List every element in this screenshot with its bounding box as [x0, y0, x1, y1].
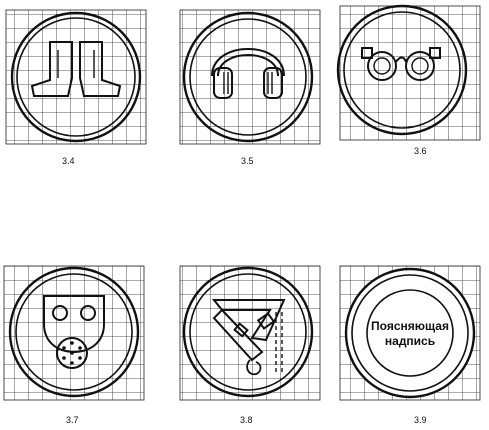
grid-3-7	[3, 265, 145, 401]
ear-protectors-icon	[211, 48, 285, 99]
inner-ring-3-5	[189, 18, 307, 136]
outer-ring-3-6	[336, 4, 468, 136]
boots-icon	[30, 41, 122, 97]
caption-3-5: 3.5	[241, 156, 254, 166]
grid-3-6	[339, 5, 481, 141]
sign-3-6	[336, 4, 481, 141]
caption-3-7: 3.7	[66, 415, 79, 425]
sign-3-4	[5, 9, 147, 145]
inscription-ring-3-9	[366, 289, 454, 377]
caption-3-4: 3.4	[62, 156, 75, 166]
caption-3-6: 3.6	[414, 146, 427, 156]
outer-ring-3-5	[182, 11, 314, 143]
safety-goggles-icon	[361, 47, 441, 81]
outer-ring-3-4	[10, 11, 142, 143]
safety-belt-icon	[211, 299, 286, 376]
inner-ring-3-7	[15, 273, 133, 391]
sign-3-8	[179, 265, 321, 401]
grid-3-8	[179, 265, 321, 401]
gas-mask-icon	[43, 295, 105, 369]
inscription-line-1: Поясняющая	[371, 319, 449, 333]
sign-3-7	[3, 265, 145, 401]
sign-3-9: Поясняющая надпись	[339, 265, 481, 401]
sign-3-5	[179, 9, 321, 145]
caption-3-9: 3.9	[414, 415, 427, 425]
inner-ring-3-8	[189, 273, 307, 391]
outer-ring-3-7	[8, 266, 140, 398]
grid-3-4	[5, 9, 147, 145]
inscription-line-2: надпись	[385, 334, 435, 348]
caption-3-8: 3.8	[240, 415, 253, 425]
inner-ring-3-6	[343, 11, 461, 129]
grid-3-5	[179, 9, 321, 145]
inner-ring-3-4	[16, 17, 136, 137]
outer-ring-3-8	[182, 266, 314, 398]
inner-ring-3-9	[351, 274, 469, 392]
